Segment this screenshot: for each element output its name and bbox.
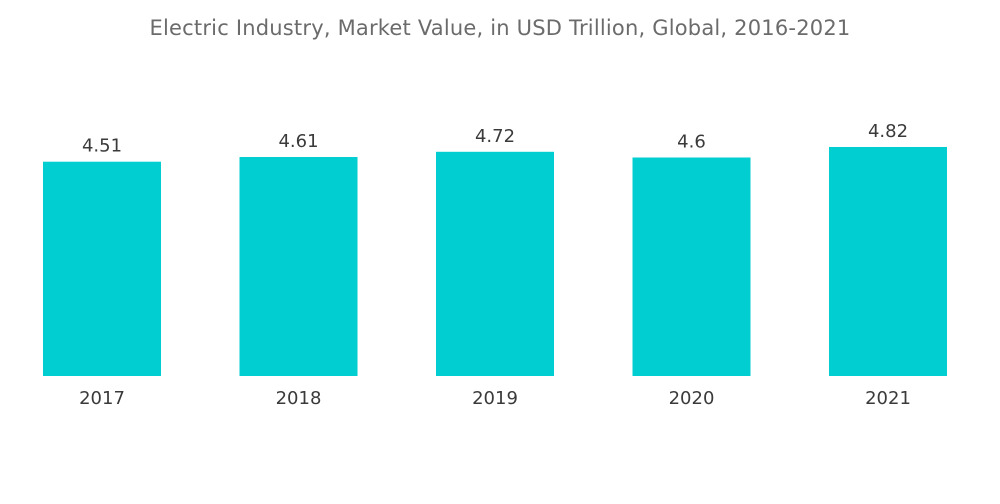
bars-group — [43, 147, 947, 376]
bar-2021 — [829, 147, 947, 376]
x-tick-label-2020: 2020 — [669, 388, 715, 409]
chart-title: Electric Industry, Market Value, in USD … — [149, 16, 851, 40]
x-axis-tick-labels: 2017 2018 2019 2020 2021 — [79, 388, 911, 409]
value-label-2021: 4.82 — [868, 121, 908, 142]
x-tick-label-2019: 2019 — [472, 388, 518, 409]
value-labels-group: 4.51 4.61 4.72 4.6 4.82 — [82, 121, 908, 157]
value-label-2019: 4.72 — [475, 126, 515, 147]
value-label-2017: 4.51 — [82, 136, 122, 157]
bar-2020 — [632, 157, 751, 376]
value-label-2020: 4.6 — [677, 132, 706, 153]
bar-2018 — [239, 157, 358, 376]
x-tick-label-2018: 2018 — [276, 388, 322, 409]
x-tick-label-2021: 2021 — [865, 388, 911, 409]
bar-2019 — [436, 151, 554, 376]
value-label-2018: 4.61 — [278, 131, 318, 152]
x-tick-label-2017: 2017 — [79, 388, 125, 409]
bar-2017 — [43, 161, 161, 376]
